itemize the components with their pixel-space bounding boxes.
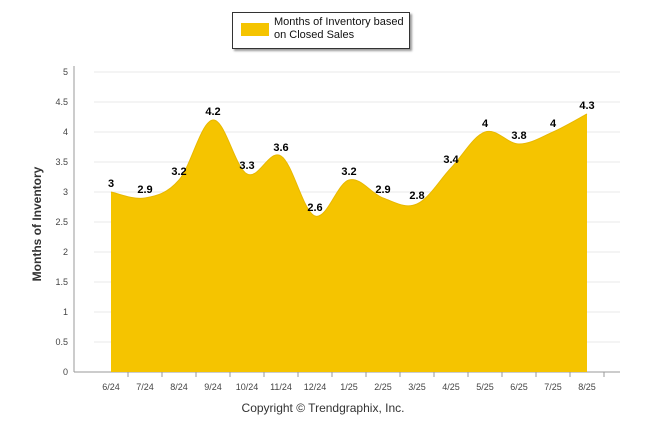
x-tick-label: 6/25 xyxy=(510,382,528,392)
x-tick-label: 7/24 xyxy=(136,382,154,392)
y-tick-label: 1 xyxy=(63,307,68,317)
data-label: 3.2 xyxy=(171,166,186,178)
data-label: 3.8 xyxy=(511,130,526,142)
data-label: 3.4 xyxy=(443,154,459,166)
data-label: 2.8 xyxy=(409,190,424,202)
y-tick-label: 1.5 xyxy=(55,277,68,287)
y-tick-label: 5 xyxy=(63,67,68,77)
y-tick-label: 0.5 xyxy=(55,337,68,347)
data-label: 2.9 xyxy=(375,184,390,196)
data-label: 2.9 xyxy=(137,184,152,196)
data-label: 3 xyxy=(108,178,114,190)
y-tick-label: 2.5 xyxy=(55,217,68,227)
y-tick-label: 4.5 xyxy=(55,97,68,107)
data-label: 4 xyxy=(550,118,557,130)
data-label: 4 xyxy=(482,118,489,130)
x-tick-label: 2/25 xyxy=(374,382,392,392)
series-area xyxy=(111,114,587,372)
data-label: 3.2 xyxy=(341,166,356,178)
y-tick-label: 0 xyxy=(63,367,68,377)
x-tick-label: 3/25 xyxy=(408,382,426,392)
x-tick-label: 4/25 xyxy=(442,382,460,392)
data-label: 3.3 xyxy=(239,160,254,172)
x-tick-label: 11/24 xyxy=(270,382,292,392)
y-tick-label: 3 xyxy=(63,187,68,197)
data-label: 3.6 xyxy=(273,142,288,154)
x-tick-label: 8/25 xyxy=(578,382,596,392)
x-tick-label: 7/25 xyxy=(544,382,562,392)
x-tick-label: 1/25 xyxy=(340,382,358,392)
legend-label: Months of Inventory based on Closed Sale… xyxy=(274,16,404,41)
legend-swatch xyxy=(241,23,269,36)
legend: Months of Inventory based on Closed Sale… xyxy=(232,12,410,49)
x-tick-label: 5/25 xyxy=(476,382,494,392)
data-label: 2.6 xyxy=(307,202,322,214)
data-label: 4.3 xyxy=(579,100,594,112)
series-line xyxy=(110,113,588,217)
y-tick-label: 2 xyxy=(63,247,68,257)
y-tick-label: 4 xyxy=(63,127,68,137)
copyright-text: Copyright © Trendgraphix, Inc. xyxy=(241,401,405,415)
x-tick-label: 10/24 xyxy=(236,382,259,392)
x-tick-label: 12/24 xyxy=(304,382,327,392)
x-tick-label: 6/24 xyxy=(102,382,120,392)
x-tick-label: 8/24 xyxy=(170,382,188,392)
y-axis-title: Months of Inventory xyxy=(30,166,44,281)
data-label: 4.2 xyxy=(205,106,220,118)
y-tick-label: 3.5 xyxy=(55,157,68,167)
x-tick-label: 9/24 xyxy=(204,382,222,392)
